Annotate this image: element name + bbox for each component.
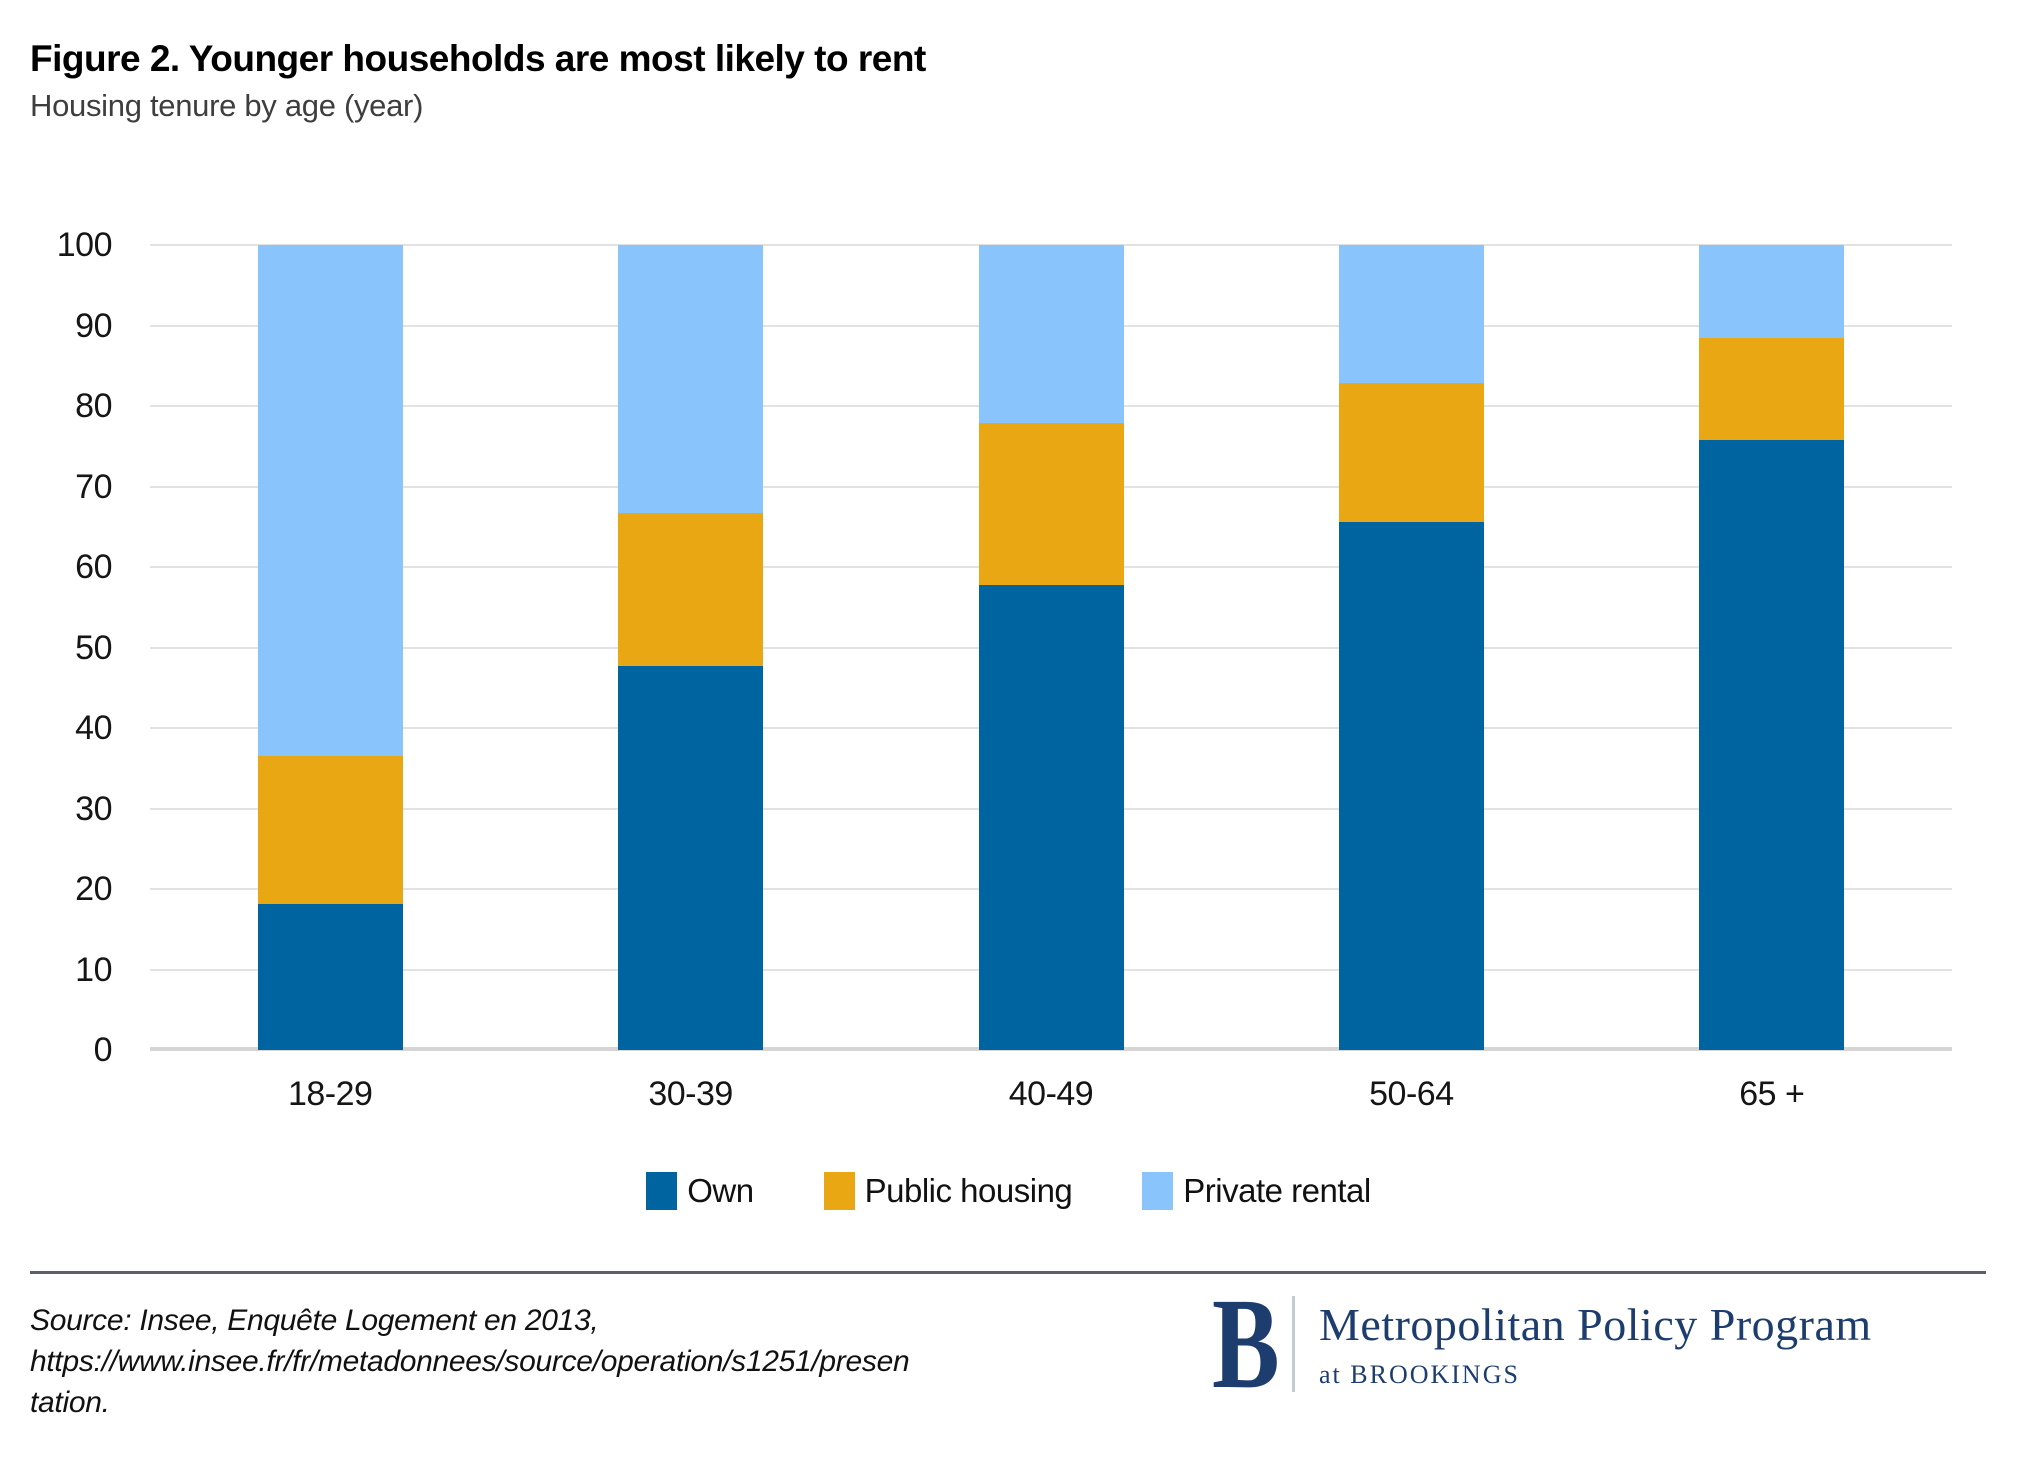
brookings-b-mark: B (1212, 1272, 1280, 1416)
bar-65+-private-rental (1699, 245, 1845, 338)
bar-18-29-own (257, 903, 403, 1050)
legend-item-public-housing: Public housing (823, 1172, 1073, 1210)
y-tick-80: 80 (75, 387, 112, 425)
bar-40-49-private-rental (978, 245, 1124, 423)
bar-50-64-private-rental (1338, 245, 1484, 383)
bar-65+-own (1699, 439, 1845, 1050)
bar-30-39-own (618, 666, 764, 1050)
y-tick-20: 20 (75, 870, 112, 908)
y-tick-40: 40 (75, 709, 112, 747)
figure-title: Figure 2. Younger households are most li… (30, 38, 926, 79)
figure-subtitle: Housing tenure by age (year) (30, 88, 424, 123)
bar-18-29-private-rental (257, 245, 403, 757)
y-tick-60: 60 (75, 548, 112, 586)
source-line: Source: Insee, Enquête Logement en 2013, (30, 1304, 599, 1337)
brookings-logo: B Metropolitan Policy Program at BROOKIN… (1212, 1272, 1872, 1416)
x-tick-30-39: 30-39 (648, 1075, 733, 1113)
source-note: Source: Insee, Enquête Logement en 2013,… (30, 1300, 950, 1423)
x-tick-50-64: 50-64 (1369, 1075, 1454, 1113)
footer-divider (30, 1271, 1986, 1274)
logo-at-brookings: at BROOKINGS (1319, 1360, 1520, 1389)
bar-50-64-public-housing (1338, 382, 1484, 522)
source-line: tation. (30, 1386, 110, 1419)
source-line: https://www.insee.fr/fr/metadonnees/sour… (30, 1345, 910, 1378)
x-tick-40-49: 40-49 (1008, 1075, 1094, 1113)
legend-item-private-rental: Private rental (1142, 1172, 1371, 1210)
bar-18-29-public-housing (257, 756, 403, 904)
y-tick-90: 90 (75, 306, 112, 345)
legend-label: Private rental (1183, 1172, 1371, 1209)
y-tick-0: 0 (93, 1031, 113, 1069)
legend-swatch-public-housing (823, 1172, 855, 1210)
legend-item-own: Own (646, 1172, 754, 1210)
y-axis-tick-labels: 0 10 20 30 40 50 60 70 80 90 100 (20, 226, 113, 1069)
bar-40-49-public-housing (978, 422, 1124, 585)
y-tick-100: 100 (56, 226, 113, 264)
y-tick-50: 50 (75, 628, 112, 667)
bar-65+-public-housing (1699, 337, 1845, 440)
gridline-100 (150, 244, 1952, 246)
y-tick-30: 30 (75, 789, 112, 828)
x-tick-65+: 65 + (1739, 1075, 1805, 1113)
x-tick-18-29: 18-29 (287, 1075, 373, 1113)
plot-area (150, 244, 1952, 1051)
legend-label: Own (687, 1172, 754, 1209)
y-tick-70: 70 (75, 467, 112, 506)
logo-divider (1292, 1296, 1295, 1392)
bar-30-39-public-housing (618, 513, 764, 667)
bar-40-49-own (978, 584, 1124, 1050)
bar-30-39-private-rental (618, 245, 764, 514)
logo-program-name: Metropolitan Policy Program (1319, 1299, 1872, 1350)
legend-swatch-private-rental (1142, 1172, 1174, 1210)
legend-label: Public housing (864, 1172, 1073, 1209)
y-tick-10: 10 (75, 950, 112, 989)
logo-text: Metropolitan Policy Program at BROOKINGS (1319, 1294, 1872, 1390)
x-axis-tick-labels: 18-29 30-39 40-49 50-64 65 + (150, 1072, 1952, 1116)
chart-legend: Own Public housing Private rental (0, 1168, 2017, 1214)
legend-swatch-own (646, 1172, 678, 1210)
bar-50-64-own (1338, 521, 1484, 1050)
